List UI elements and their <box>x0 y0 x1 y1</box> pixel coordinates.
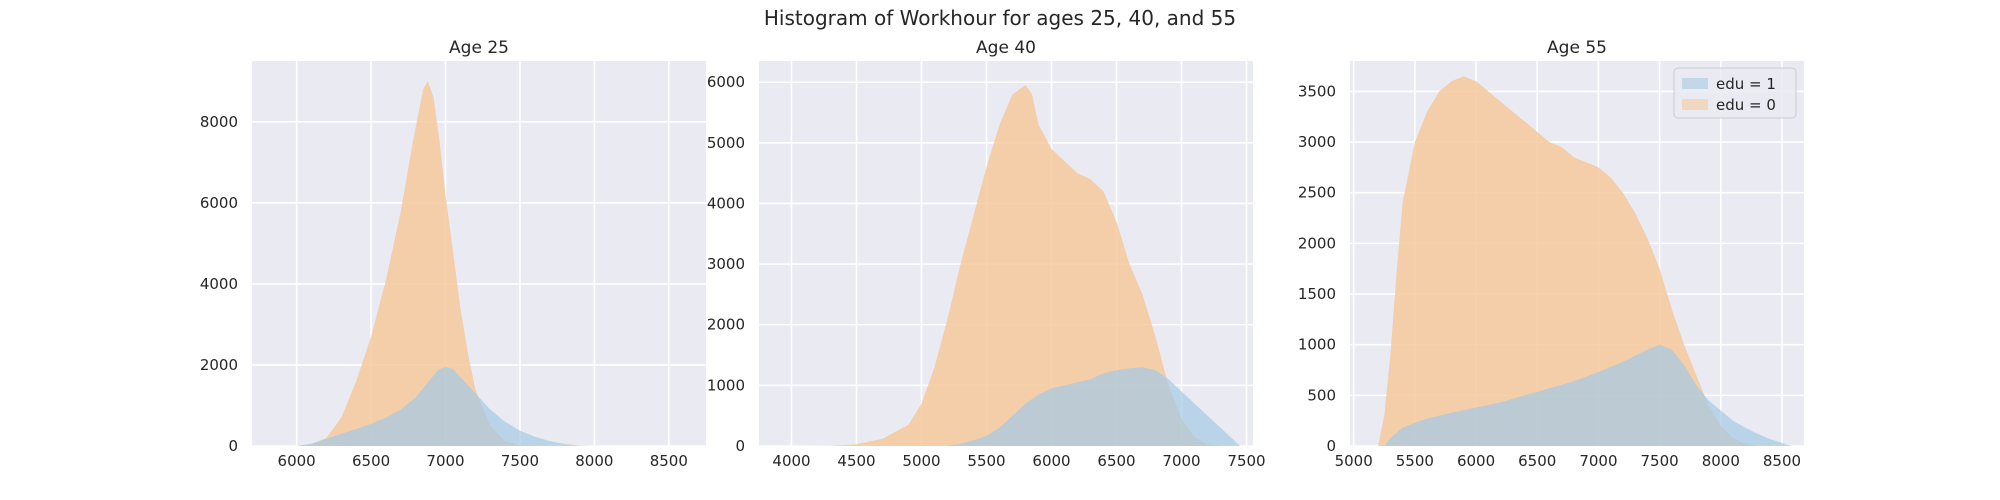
x-tick-label: 7500 <box>501 452 539 470</box>
series-edu1-area <box>296 367 595 446</box>
legend: edu = 1 edu = 0 <box>1673 67 1797 119</box>
y-tick-label: 2500 <box>1298 184 1336 202</box>
y-tick-label: 0 <box>735 437 745 455</box>
legend-swatch <box>1682 78 1708 89</box>
y-tick-label: 4000 <box>200 275 238 293</box>
x-tick-label: 6500 <box>352 452 390 470</box>
y-tick-label: 8000 <box>200 113 238 131</box>
legend-swatch <box>1682 99 1708 110</box>
y-tick-label: 5000 <box>707 134 745 152</box>
panel-title: Age 25 <box>449 38 509 58</box>
series-group <box>791 85 1240 446</box>
legend-label: edu = 1 <box>1716 75 1776 93</box>
y-tick-label: 6000 <box>200 194 238 212</box>
y-tick-label: 1500 <box>1298 285 1336 303</box>
series-edu1-area <box>1384 344 1792 446</box>
panel-title: Age 55 <box>1547 38 1607 58</box>
x-tick-label: 5000 <box>1335 452 1373 470</box>
plot-area <box>252 61 706 446</box>
x-tick-label: 7000 <box>1579 452 1617 470</box>
y-tick-label: 3500 <box>1298 82 1336 100</box>
series-group <box>296 81 595 446</box>
x-tick-label: 6000 <box>1457 452 1495 470</box>
figure-title: Histogram of Workhour for ages 25, 40, a… <box>763 6 1237 30</box>
x-tick-label: 7500 <box>1227 452 1265 470</box>
x-tick-label: 8000 <box>575 452 613 470</box>
x-tick-label: 6000 <box>1032 452 1070 470</box>
panel-3: 5000 5500 6000 6500 7000 7500 8000 8500 0 500 1000… <box>1298 38 1804 470</box>
panel-1: 6000 6500 7000 7500 8000 8500 0 2000 4000 6000 800… <box>200 38 706 470</box>
x-tick-label: 5500 <box>1396 452 1434 470</box>
y-tick-label: 3000 <box>1298 133 1336 151</box>
x-tick-label: 5500 <box>967 452 1005 470</box>
legend-label: edu = 0 <box>1716 96 1776 114</box>
y-tick-label: 6000 <box>707 73 745 91</box>
series-edu0-area <box>296 81 535 446</box>
x-tick-label: 7000 <box>1162 452 1200 470</box>
x-tick-label: 4500 <box>837 452 875 470</box>
y-tick-label: 2000 <box>1298 234 1336 252</box>
x-tick-label: 8500 <box>650 452 688 470</box>
x-tick-label: 5000 <box>902 452 940 470</box>
series-edu0-area <box>791 85 1221 446</box>
series-edu1-area <box>947 367 1240 446</box>
x-tick-label: 8000 <box>1702 452 1740 470</box>
x-tick-label: 8500 <box>1763 452 1801 470</box>
y-tick-label: 500 <box>1307 386 1336 404</box>
panel-title: Age 40 <box>976 38 1036 58</box>
x-tick-label: 6500 <box>1097 452 1135 470</box>
x-tick-label: 4000 <box>772 452 810 470</box>
x-tick-label: 6500 <box>1518 452 1556 470</box>
x-tick-label: 7000 <box>426 452 464 470</box>
y-tick-label: 4000 <box>707 194 745 212</box>
y-tick-label: 2000 <box>200 356 238 374</box>
x-tick-label: 7500 <box>1641 452 1679 470</box>
panel-2: 4000 4500 5000 5500 6000 6500 7000 7500 0 1000 200… <box>707 38 1266 470</box>
x-tick-label: 6000 <box>278 452 316 470</box>
y-tick-label: 1000 <box>707 376 745 394</box>
y-tick-label: 0 <box>228 437 238 455</box>
y-tick-label: 3000 <box>707 255 745 273</box>
y-tick-label: 2000 <box>707 316 745 334</box>
series-group <box>1378 76 1792 446</box>
y-tick-label: 1000 <box>1298 336 1336 354</box>
y-tick-label: 0 <box>1326 437 1336 455</box>
